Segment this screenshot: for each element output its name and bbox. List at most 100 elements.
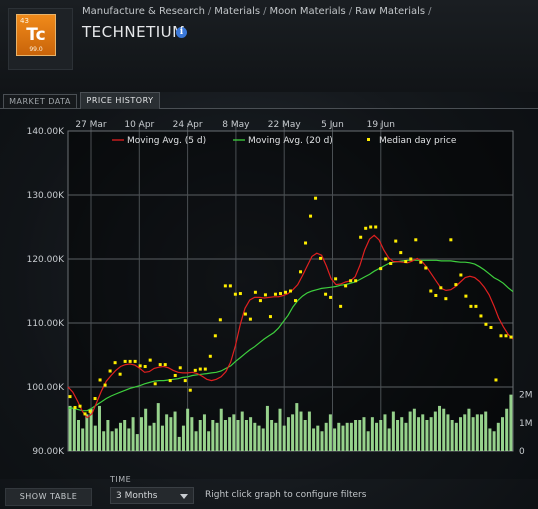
median-price-point (263, 293, 267, 297)
breadcrumb-item-raw-materials[interactable]: Raw Materials (355, 6, 426, 17)
volume-bar (282, 425, 286, 451)
median-price-point (489, 325, 493, 329)
volume-bar (463, 414, 467, 451)
volume-bar (492, 431, 496, 451)
median-price-point (459, 273, 463, 277)
median-price-point (359, 235, 363, 239)
volume-bar (211, 420, 215, 451)
median-price-point (73, 405, 77, 409)
show-table-button[interactable]: SHOW TABLE (5, 488, 92, 506)
median-price-point (474, 304, 478, 308)
x-tick-label: 5 Jun (321, 120, 344, 130)
median-price-point (278, 292, 282, 296)
atomic-mass: 99.0 (29, 46, 43, 53)
median-price-point (494, 378, 498, 382)
median-price-point (198, 367, 202, 371)
median-price-point (324, 292, 328, 296)
volume-bar (261, 428, 265, 451)
volume-bar (459, 417, 463, 451)
volume-tick-label: 2M (519, 391, 533, 401)
volume-bar (358, 420, 362, 451)
item-header: 43 Tc 99.0 Manufacture & Research / Materi… (0, 0, 538, 92)
volume-bar (160, 425, 164, 451)
volume-bar (257, 425, 261, 451)
volume-bar (320, 431, 324, 451)
volume-bar (291, 414, 295, 451)
volume-bar (223, 420, 227, 451)
volume-bar (454, 422, 458, 451)
volume-bar (97, 405, 101, 451)
volume-bar (341, 425, 345, 451)
info-icon[interactable]: i (176, 27, 187, 38)
price-history-chart[interactable]: 90.00K 100.00K 110.00K 120.00K 130.00K 140.00… (0, 109, 538, 479)
volume-bar (328, 414, 332, 451)
median-price-point (334, 277, 338, 281)
volume-bar (110, 431, 114, 451)
median-price-point (143, 365, 147, 369)
median-price-point (223, 284, 227, 288)
breadcrumb-item-moon-materials[interactable]: Moon Materials (269, 6, 346, 17)
volume-bar (278, 408, 282, 451)
volume-bar (509, 394, 513, 451)
median-price-point (273, 292, 277, 296)
breadcrumb-item-manufacture-research[interactable]: Manufacture & Research (82, 6, 205, 17)
median-price-point (103, 383, 107, 387)
median-price-point (439, 286, 443, 290)
volume-bar (324, 422, 328, 451)
median-price-point (344, 284, 348, 288)
volume-bar (370, 417, 374, 451)
volume-bar (333, 428, 337, 451)
volume-bar (375, 422, 379, 451)
volume-bar (93, 425, 97, 451)
tab-market-data[interactable]: MARKET DATA (3, 94, 77, 108)
median-price-point (238, 292, 242, 296)
volume-bar (102, 431, 106, 451)
median-price-point (158, 363, 162, 367)
median-price-point (148, 358, 152, 362)
median-price-point (394, 239, 398, 243)
breadcrumb: Manufacture & Research / Materials / Moon Ma… (82, 6, 432, 17)
median-price-point (434, 293, 438, 297)
time-range-select[interactable]: 3 Months (110, 487, 194, 504)
volume-bar (307, 411, 311, 451)
median-price-point (138, 364, 142, 368)
volume-bar (391, 411, 395, 451)
median-price-point (108, 369, 112, 373)
median-price-point (329, 295, 333, 299)
volume-bar (299, 411, 303, 451)
median-price-point (98, 378, 102, 382)
volume-bar (165, 414, 169, 451)
volume-bar (181, 425, 185, 451)
volume-bar (114, 428, 118, 451)
volume-bar (316, 425, 320, 451)
median-price-point (454, 283, 458, 287)
volume-bar (198, 420, 202, 451)
median-price-point (309, 214, 313, 218)
volume-bar (228, 417, 232, 451)
atomic-number: 43 (20, 17, 29, 25)
median-price-point (123, 359, 127, 363)
median-price-point (384, 257, 388, 261)
volume-bar (219, 408, 223, 451)
time-range-value: 3 Months (116, 491, 158, 501)
y-tick-label: 100.00K (27, 383, 65, 393)
volume-bar (505, 408, 509, 451)
breadcrumb-item-materials[interactable]: Materials (214, 6, 261, 17)
filter-hint: Right click graph to configure filters (205, 490, 367, 500)
element-symbol: Tc (26, 25, 46, 45)
median-price-point (304, 241, 308, 245)
volume-bar (265, 405, 269, 451)
volume-bar (467, 408, 471, 451)
tab-price-history[interactable]: PRICE HISTORY (80, 92, 160, 109)
y-tick-label: 140.00K (27, 127, 65, 137)
volume-bar (118, 422, 122, 451)
median-price-point (409, 257, 413, 261)
technetium-element-icon: 43 Tc 99.0 (16, 14, 56, 56)
median-price-point (208, 354, 212, 358)
volume-bar (438, 405, 442, 451)
median-price-point (414, 238, 418, 242)
median-price-point (429, 289, 433, 293)
volume-bar (379, 420, 383, 451)
volume-bar (303, 420, 307, 451)
median-price-point (133, 359, 137, 363)
